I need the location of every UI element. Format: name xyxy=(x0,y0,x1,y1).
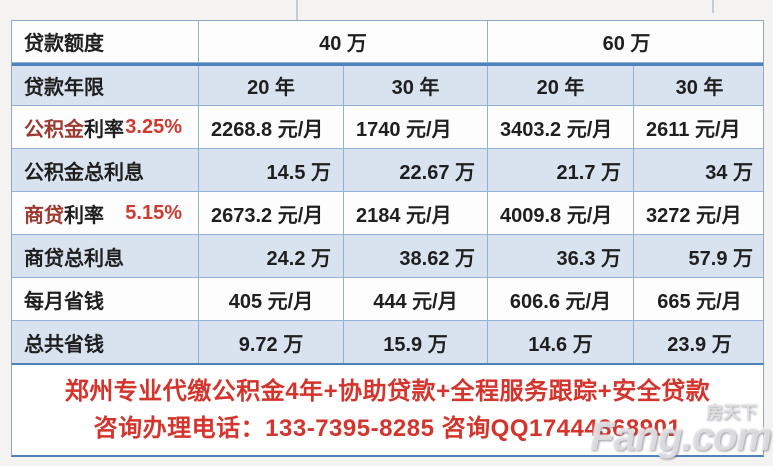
fund-total-interest-cell: 22.67 万 xyxy=(344,149,488,191)
commercial-total-interest-cell: 57.9 万 xyxy=(688,247,753,270)
fund-monthly-cell: 3403.2 元/月 xyxy=(488,106,634,148)
monthly-savings-cell: 444 元/月 xyxy=(344,278,488,320)
commercial-total-interest-cell: 36.3 万 xyxy=(488,235,634,277)
commercial-monthly-cell: 3272 元/月 xyxy=(646,204,742,227)
fund-total-interest-label: 公积金总利息 xyxy=(12,149,199,191)
crop-artifact-line-right xyxy=(712,0,714,13)
commercial-total-interest-row: 商贷总利息 24.2 万 38.62 万 36.3 万 57.9 万 xyxy=(12,235,763,278)
total-savings-cell: 23.9 万 xyxy=(667,334,732,356)
loan-amount-row: 贷款额度 40 万 60 万 xyxy=(12,21,763,63)
loan-comparison-table: 贷款额度 40 万 60 万 贷款年限 20 年 30 年 20 年 30 年 … xyxy=(11,20,764,364)
monthly-savings-cell: 606.6 元/月 xyxy=(488,278,634,320)
commercial-total-interest-cell: 24.2 万 xyxy=(199,235,344,277)
fund-monthly-cell: 2268.8 元/月 xyxy=(199,106,344,148)
commercial-rate-row: 商贷 利率 5.15% 2673.2 元/月 2184 元/月 4009.8 元/… xyxy=(12,192,763,235)
commercial-rate-value: 5.15% xyxy=(125,201,182,224)
promo-banner: 郑州专业代缴公积金4年+协助贷款+全程服务跟踪+安全贷款 咨询办理电话：133-… xyxy=(11,363,764,457)
monthly-savings-row: 每月省钱 405 元/月 444 元/月 606.6 元/月 665 元/月 xyxy=(12,278,763,321)
commercial-rate-label: 商贷 利率 5.15% xyxy=(12,192,199,234)
loan-amount-60w: 60 万 xyxy=(602,33,651,55)
fund-rate-value: 3.25% xyxy=(125,115,182,138)
monthly-savings-cell: 405 元/月 xyxy=(199,278,344,320)
promo-contact-text: 咨询办理电话：133-7395-8285 咨询QQ17444368901 xyxy=(93,414,682,442)
commercial-rate-label-name: 商贷 xyxy=(24,204,64,227)
commercial-monthly-cell: 2184 元/月 xyxy=(344,192,488,234)
fund-total-interest-cell: 34 万 xyxy=(705,161,753,184)
fund-total-interest-row: 公积金总利息 14.5 万 22.67 万 21.7 万 34 万 xyxy=(12,149,763,192)
total-savings-cell: 14.6 万 xyxy=(488,321,634,364)
loan-term-cell: 20 年 xyxy=(488,66,634,105)
commercial-monthly-cell: 2673.2 元/月 xyxy=(199,192,344,234)
total-savings-cell: 9.72 万 xyxy=(199,321,344,364)
total-savings-row: 总共省钱 9.72 万 15.9 万 14.6 万 23.9 万 xyxy=(12,321,763,364)
fund-rate-label-rest: 利率 xyxy=(84,118,124,141)
fund-rate-label-name: 公积金 xyxy=(24,118,84,141)
promo-service-text: 郑州专业代缴公积金4年+协助贷款+全程服务跟踪+安全贷款 xyxy=(64,377,711,405)
loan-term-row: 贷款年限 20 年 30 年 20 年 30 年 xyxy=(12,63,763,106)
fund-rate-label: 公积金 利率 3.25% xyxy=(12,106,199,148)
loan-term-cell: 30 年 xyxy=(344,66,488,105)
commercial-monthly-cell: 4009.8 元/月 xyxy=(488,192,634,234)
total-savings-cell: 15.9 万 xyxy=(344,321,488,364)
fund-monthly-cell: 1740 元/月 xyxy=(344,106,488,148)
crop-artifact-line-left xyxy=(296,0,298,20)
loan-amount-label: 贷款额度 xyxy=(12,21,199,62)
fund-total-interest-cell: 21.7 万 xyxy=(488,149,634,191)
commercial-total-interest-label: 商贷总利息 xyxy=(12,235,199,277)
loan-term-label: 贷款年限 xyxy=(12,66,199,105)
fund-rate-row: 公积金 利率 3.25% 2268.8 元/月 1740 元/月 3403.2 元… xyxy=(12,106,763,149)
total-savings-label: 总共省钱 xyxy=(12,321,199,364)
loan-amount-40w: 40 万 xyxy=(199,21,488,62)
loan-term-cell: 20 年 xyxy=(199,66,344,105)
fund-monthly-cell: 2611 元/月 xyxy=(646,118,741,141)
fund-total-interest-cell: 14.5 万 xyxy=(199,149,344,191)
commercial-rate-label-rest: 利率 xyxy=(64,204,104,227)
monthly-savings-label: 每月省钱 xyxy=(12,278,199,320)
loan-term-cell: 30 年 xyxy=(675,77,724,99)
commercial-total-interest-cell: 38.62 万 xyxy=(344,235,488,277)
monthly-savings-cell: 665 元/月 xyxy=(657,290,742,313)
